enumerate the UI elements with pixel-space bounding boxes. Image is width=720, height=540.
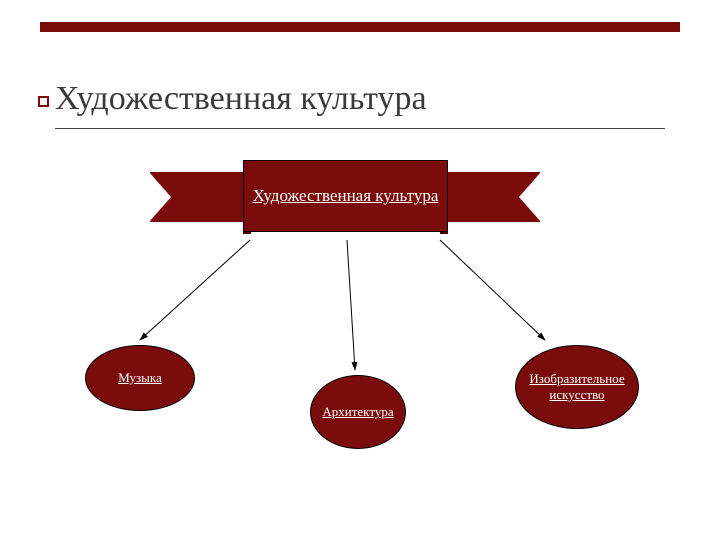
ribbon-banner: Художественная культура: [150, 160, 540, 240]
connector-arrow: [347, 240, 355, 370]
title-bullet-square: [38, 96, 49, 107]
connector-arrow: [140, 240, 250, 340]
connector-arrow: [440, 240, 545, 340]
node-art: Изобразительное искусство: [515, 345, 639, 429]
ribbon-center-label: Художественная культура: [243, 160, 448, 232]
title-underline: [55, 128, 665, 129]
decorative-top-bar: [40, 22, 680, 32]
node-music: Музыка: [85, 345, 195, 411]
slide: Художественная культура Художественная к…: [0, 0, 720, 540]
node-arch: Архитектура: [310, 375, 406, 449]
slide-title: Художественная культура: [55, 80, 427, 118]
